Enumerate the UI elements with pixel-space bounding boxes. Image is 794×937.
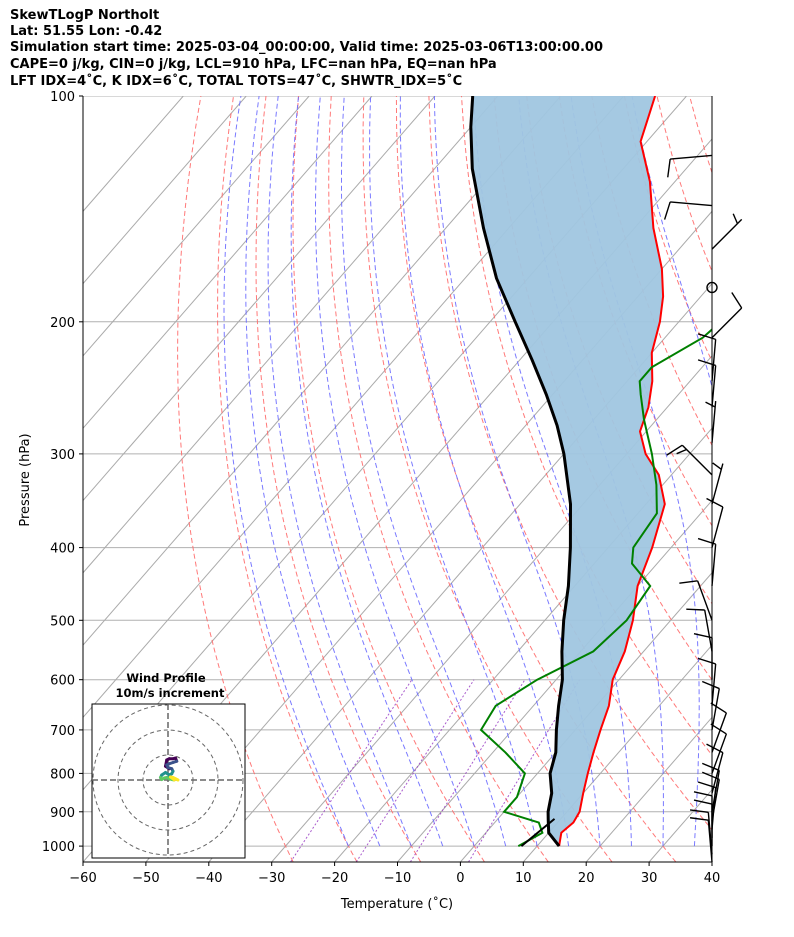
- dry-adiabat: [255, 96, 422, 862]
- y-tick-label: 200: [50, 316, 75, 331]
- x-tick-label: 10: [515, 871, 532, 886]
- isotherm-gridline: [83, 96, 247, 285]
- x-tick-label: −50: [132, 871, 159, 886]
- isotherm-gridline: [208, 282, 712, 862]
- y-tick-label: 600: [50, 674, 75, 689]
- moist-adiabat: [267, 96, 412, 847]
- mixing-ratio-line: [355, 679, 475, 862]
- chart-title: SkewTLogP Northolt: [10, 8, 160, 23]
- isotherm-gridline: [334, 427, 712, 862]
- wind-barb: [706, 497, 724, 548]
- isotherm-gridline: [775, 96, 794, 862]
- mixing-ratio-line: [409, 679, 526, 862]
- dewpoint-profile: [479, 328, 712, 847]
- isotherm-gridline: [585, 716, 712, 862]
- dry-adiabat: [217, 96, 358, 862]
- dry-adiabat: [656, 96, 712, 273]
- dry-adiabat: [395, 96, 677, 862]
- wind-barb: [701, 771, 720, 821]
- dry-adiabat: [328, 96, 549, 862]
- moist-adiabat: [315, 96, 475, 847]
- isotherm-gridline: [83, 96, 562, 646]
- wind-barb: [697, 657, 717, 706]
- moist-adiabat: [245, 96, 381, 847]
- dry-adiabat: [292, 96, 485, 862]
- time-line: Simulation start time: 2025-03-04_00:00:…: [10, 40, 603, 55]
- x-tick-label: −30: [258, 871, 285, 886]
- parcel-area-shading: [470, 96, 665, 847]
- hodograph-trace-segment: [174, 777, 180, 782]
- moist-adiabat: [341, 96, 507, 847]
- moist-adiabat: [290, 96, 444, 847]
- dry-adiabat: [787, 96, 794, 862]
- isotherm-gridline: [711, 861, 712, 862]
- x-tick-label: −40: [195, 871, 222, 886]
- isotherm-gridline: [83, 96, 499, 574]
- wind-barb: [701, 680, 720, 731]
- dry-adiabat: [177, 96, 294, 862]
- x-tick-label: 20: [578, 871, 595, 886]
- wind-barb: [693, 633, 713, 680]
- parcel-profile-low: [520, 818, 556, 847]
- moist-adiabat: [518, 96, 664, 847]
- hodograph-title: Wind Profile: [126, 671, 206, 685]
- isotherm-gridline: [83, 96, 373, 429]
- isotherm-gridline: [83, 96, 436, 502]
- wind-barb: [663, 201, 713, 220]
- dry-adiabat: [722, 96, 794, 862]
- moist-adiabat: [223, 96, 349, 847]
- wind-barb: [710, 702, 728, 753]
- moist-adiabat: [369, 96, 538, 847]
- y-tick-label: 400: [50, 542, 75, 557]
- wind-barb: [689, 809, 713, 855]
- y-tick-label: 1000: [42, 840, 75, 855]
- isotherm-gridline: [145, 210, 712, 862]
- y-tick-label: 900: [50, 806, 75, 821]
- isotherm-gridline: [83, 96, 310, 357]
- x-tick-label: 0: [456, 871, 464, 886]
- x-tick-label: −20: [321, 871, 348, 886]
- indices-line-1: CAPE=0 j/kg, CIN=0 j/kg, LCL=910 hPa, LF…: [10, 57, 497, 72]
- isotherm-gridline: [397, 499, 712, 862]
- y-tick-label: 100: [50, 90, 75, 105]
- hodograph-inset: Wind Profile 10m/s increment: [91, 671, 246, 859]
- x-tick-label: −60: [69, 871, 96, 886]
- wind-barb: [701, 762, 720, 812]
- wind-barb: [667, 154, 713, 178]
- wind-barb: [686, 608, 713, 652]
- x-axis-label: Temperature (˚C): [340, 896, 453, 912]
- y-tick-label: 700: [50, 724, 75, 739]
- dry-adiabat: [461, 96, 712, 756]
- wind-barb: [666, 444, 713, 476]
- moist-adiabat: [399, 96, 570, 847]
- y-axis-label: Pressure (hPa): [18, 433, 33, 526]
- wind-barb: [711, 213, 743, 250]
- dry-adiabat: [689, 96, 712, 175]
- parcel-profile: [469, 96, 573, 848]
- wind-barb: [697, 333, 717, 382]
- x-tick-label: 40: [704, 871, 721, 886]
- wind-barb: [711, 292, 743, 339]
- x-tick-label: 30: [641, 871, 658, 886]
- wind-barb: [711, 462, 724, 505]
- wind-barb: [679, 580, 713, 621]
- wind-barb: [706, 281, 718, 294]
- wind-barb: [705, 400, 717, 443]
- y-tick-label: 300: [50, 448, 75, 463]
- wind-barb: [697, 359, 717, 408]
- location-line: Lat: 51.55 Lon: -0.42: [10, 24, 163, 39]
- y-tick-label: 500: [50, 614, 75, 629]
- y-tick-label: 800: [50, 767, 75, 782]
- mixing-ratio-line: [290, 679, 413, 862]
- temperature-profile: [558, 96, 666, 847]
- indices-line-2: LFT IDX=4˚C, K IDX=6˚C, TOTAL TOTS=47˚C,…: [10, 74, 463, 89]
- hodograph-subtitle: 10m/s increment: [116, 686, 225, 700]
- x-tick-label: −10: [384, 871, 411, 886]
- isotherm-gridline: [522, 644, 712, 862]
- dry-adiabat: [755, 96, 794, 862]
